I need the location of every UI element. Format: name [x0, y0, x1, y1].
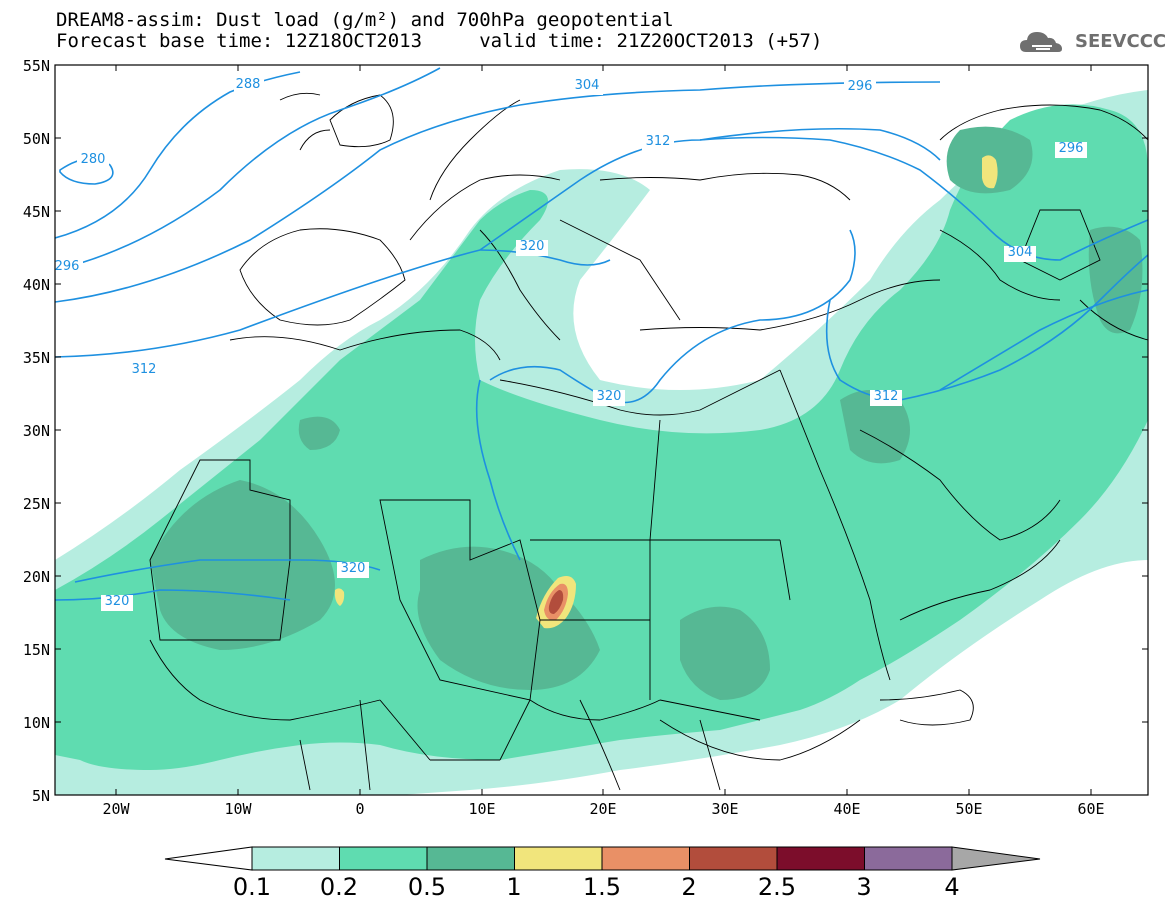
- colorbar-label: 2.5: [757, 873, 797, 901]
- colorbar-bin: [251, 846, 340, 871]
- colorbar-bin: [864, 846, 953, 871]
- colorbar-label: 2: [681, 873, 697, 901]
- colorbar: [164, 846, 1041, 871]
- dust-shading: [55, 90, 1148, 795]
- lon-label: 10W: [224, 800, 252, 818]
- lat-label: 35N: [22, 349, 50, 367]
- contour-label: 312: [132, 362, 157, 377]
- lon-label: 0: [355, 800, 365, 818]
- colorbar-label: 0.2: [319, 873, 359, 901]
- map-title: DREAM8-assim: Dust load (g/m²) and 700hP…: [56, 9, 674, 31]
- axis-ticks: [55, 64, 1148, 796]
- lat-label: 40N: [22, 276, 50, 294]
- colorbar-label: 3: [856, 873, 872, 901]
- colorbar-label: 1.5: [582, 873, 622, 901]
- lon-label: 40E: [833, 800, 861, 818]
- lat-label: 15N: [22, 641, 50, 659]
- colorbar-over-triangle: [951, 846, 1041, 871]
- contour-label: 320: [520, 239, 545, 254]
- logo-text: SEEVCCC: [1075, 31, 1165, 52]
- contour-label: 304: [575, 78, 600, 93]
- contour-label: 320: [597, 389, 622, 404]
- contour-labels: 288 304 296 280 312 296 320 304 296 312 …: [55, 77, 1087, 611]
- lat-label: 50N: [22, 130, 50, 148]
- lat-label: 25N: [22, 495, 50, 513]
- lon-label: 20W: [102, 800, 130, 818]
- contour-label: 280: [81, 152, 106, 167]
- colorbar-label: 0.5: [407, 873, 447, 901]
- country-borders: [149, 92, 1148, 791]
- contour-label: 320: [341, 561, 366, 576]
- contour-label: 288: [236, 77, 261, 92]
- contour-label: 320: [105, 594, 130, 609]
- colorbar-bin: [601, 846, 690, 871]
- colorbar-bin: [689, 846, 778, 871]
- colorbar-bin: [514, 846, 603, 871]
- lon-label: 60E: [1077, 800, 1105, 818]
- colorbar-label: 1: [506, 873, 522, 901]
- colorbar-under-triangle: [164, 846, 253, 871]
- lon-label: 50E: [955, 800, 983, 818]
- cloud-logo-icon: [1020, 32, 1062, 52]
- lat-label: 10N: [22, 714, 50, 732]
- contour-label: 304: [1008, 245, 1033, 260]
- lat-label: 20N: [22, 568, 50, 586]
- colorbar-label: 4: [944, 873, 960, 901]
- lon-label: 20E: [589, 800, 617, 818]
- lat-label: 5N: [31, 787, 50, 805]
- colorbar-bin: [776, 846, 865, 871]
- lon-label: 10E: [468, 800, 496, 818]
- lat-label: 45N: [22, 203, 50, 221]
- forecast-time-line: Forecast base time: 12Z18OCT2013 valid t…: [56, 30, 823, 52]
- lat-label: 55N: [22, 57, 50, 75]
- lat-label: 30N: [22, 422, 50, 440]
- colorbar-bin: [426, 846, 515, 871]
- contour-label: 296: [55, 259, 80, 274]
- lon-label: 30E: [711, 800, 739, 818]
- contour-label: 312: [646, 134, 671, 149]
- contour-label: 296: [1059, 141, 1084, 156]
- colorbar-label: 0.1: [232, 873, 272, 901]
- colorbar-bin: [339, 846, 428, 871]
- contour-label: 296: [848, 79, 873, 94]
- contour-label: 312: [874, 389, 899, 404]
